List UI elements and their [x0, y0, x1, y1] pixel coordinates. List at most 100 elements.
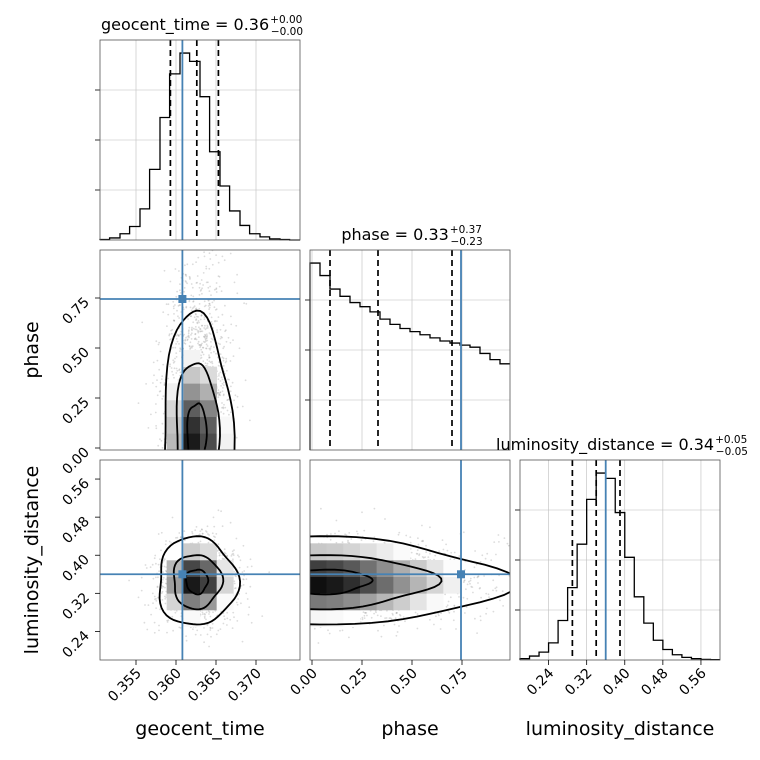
- scatter-point: [206, 335, 209, 337]
- scatter-point: [429, 552, 431, 555]
- x-tick-label: 0.355: [105, 666, 145, 706]
- scatter-point: [445, 543, 447, 546]
- scatter-point: [172, 346, 174, 349]
- scatter-point: [472, 591, 474, 594]
- scatter-point: [159, 608, 162, 611]
- scatter-point: [241, 640, 244, 643]
- y-tick-label: 0.50: [59, 345, 92, 378]
- density-cell: [183, 576, 201, 594]
- scatter-point: [211, 323, 214, 325]
- scatter-point: [188, 326, 191, 329]
- scatter-point: [224, 330, 227, 333]
- scatter-point: [166, 325, 168, 327]
- scatter-point: [177, 305, 180, 307]
- scatter-point: [169, 365, 171, 368]
- scatter-point: [182, 308, 185, 311]
- scatter-point: [178, 369, 181, 372]
- scatter-point: [223, 345, 226, 348]
- scatter-point: [155, 425, 158, 427]
- scatter-point: [128, 579, 131, 582]
- density-cell: [200, 416, 217, 434]
- scatter-point: [226, 398, 229, 401]
- scatter-point: [187, 330, 190, 333]
- scatter-point: [164, 602, 167, 605]
- scatter-point: [211, 627, 214, 629]
- scatter-point: [195, 338, 198, 341]
- scatter-point: [203, 335, 206, 338]
- scatter-point: [188, 300, 191, 303]
- scatter-point: [170, 338, 173, 340]
- scatter-point: [486, 552, 489, 555]
- scatter-point: [219, 353, 222, 355]
- x-axis-geocent_time: 0.355 0.360 0.365 0.370 geocent_time: [105, 660, 265, 740]
- scatter-point: [173, 313, 175, 315]
- scatter-point: [384, 518, 386, 520]
- scatter-point: [249, 585, 252, 588]
- x-tick-label: 0.50: [387, 666, 420, 699]
- scatter-point: [450, 551, 453, 554]
- scatter-point: [464, 612, 466, 614]
- scatter-point: [217, 389, 220, 391]
- scatter-point: [165, 578, 168, 581]
- panel-frame: [99, 459, 301, 661]
- scatter-point: [199, 346, 202, 349]
- scatter-point: [416, 549, 419, 552]
- scatter-point: [217, 275, 220, 277]
- scatter-point: [224, 361, 227, 364]
- scatter-point: [219, 371, 222, 374]
- scatter-point: [205, 265, 208, 268]
- marginal-title-luminosity_distance: luminosity_distance = 0.34+0.05 −0.05: [496, 434, 748, 458]
- scatter-point: [153, 631, 156, 634]
- scatter-point: [395, 611, 398, 614]
- scatter-point: [415, 552, 418, 555]
- scatter-point: [175, 295, 178, 298]
- density-cell: [393, 543, 411, 561]
- scatter-point: [241, 571, 244, 573]
- scatter-point: [201, 342, 203, 345]
- scatter-point: [196, 281, 199, 284]
- density-cell: [443, 576, 461, 594]
- scatter-point: [208, 347, 211, 350]
- scatter-point: [164, 597, 167, 600]
- x-tick-label: 0.56: [676, 665, 709, 698]
- scatter-point: [217, 549, 220, 552]
- scatter-point: [214, 319, 217, 322]
- density-cell: [326, 610, 344, 627]
- scatter-point: [361, 616, 364, 619]
- scatter-point: [195, 328, 198, 331]
- scatter-point: [210, 316, 213, 319]
- scatter-point: [490, 559, 493, 562]
- scatter-point: [184, 280, 187, 282]
- scatter-point: [236, 292, 239, 295]
- scatter-point: [157, 576, 159, 579]
- scatter-point: [237, 554, 239, 557]
- scatter-point: [438, 550, 440, 552]
- scatter-point: [437, 614, 440, 617]
- scatter-point: [233, 582, 236, 585]
- scatter-point: [209, 285, 212, 288]
- scatter-point: [211, 301, 214, 304]
- scatter-point: [140, 589, 143, 592]
- scatter-point: [197, 340, 200, 343]
- scatter-point: [205, 530, 207, 532]
- scatter-point: [147, 604, 150, 606]
- scatter-point: [208, 356, 211, 358]
- scatter-point: [246, 598, 249, 600]
- scatter-point: [171, 516, 174, 519]
- scatter-point: [207, 286, 210, 289]
- density-cell: [310, 576, 327, 594]
- scatter-point: [169, 280, 172, 283]
- scatter-point: [195, 319, 197, 321]
- scatter-point: [176, 369, 179, 372]
- scatter-point: [178, 317, 181, 319]
- scatter-point: [202, 340, 205, 343]
- scatter-point: [213, 350, 215, 353]
- scatter-point: [221, 313, 224, 316]
- scatter-point: [140, 576, 143, 579]
- scatter-point: [375, 611, 377, 614]
- y-tick-label: 0.40: [59, 552, 92, 585]
- scatter-point: [229, 521, 232, 524]
- scatter-point: [380, 615, 382, 617]
- scatter-point: [212, 338, 214, 341]
- scatter-point: [385, 617, 388, 619]
